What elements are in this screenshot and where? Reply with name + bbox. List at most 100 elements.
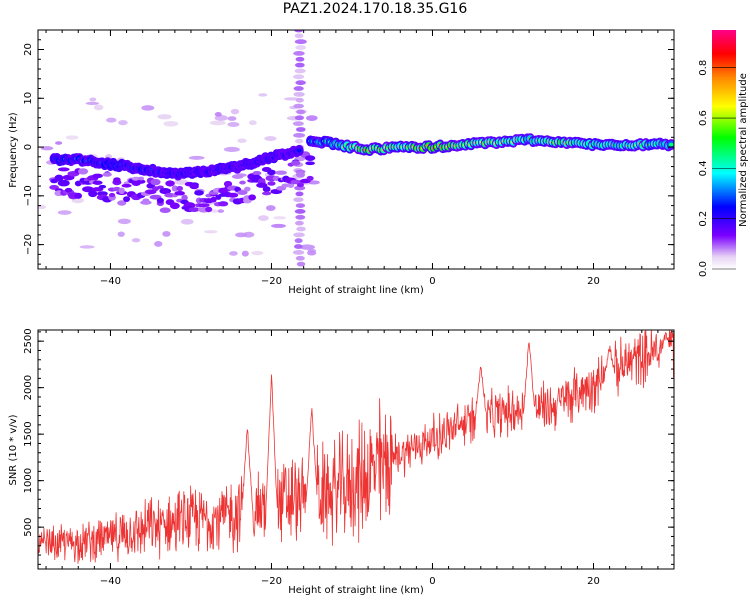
vertical-band-blob: [294, 209, 306, 214]
colorbar-tick-label: 0.6: [698, 110, 709, 126]
vertical-band-blob: [295, 203, 306, 208]
vertical-band-blob: [294, 185, 306, 191]
noise-blob: [251, 250, 264, 256]
x-tick-label: 0: [429, 576, 435, 587]
halo-blob: [252, 170, 262, 176]
halo-blob: [92, 173, 103, 179]
noise-blob: [93, 104, 104, 111]
spectrogram-y-label: Frequency (Hz): [8, 112, 19, 188]
y-tick-label: 2500: [23, 328, 34, 353]
noise-blob: [154, 241, 163, 247]
halo-blob: [267, 181, 276, 186]
snr-y-axis: 500 1000 1500 2000 2500: [23, 328, 674, 565]
noise-blob: [131, 238, 141, 243]
vertical-band-blob: [296, 226, 306, 232]
x-tick-label: −20: [261, 576, 282, 587]
vertical-band-blob: [295, 80, 306, 86]
noise-blob: [203, 230, 218, 234]
noise-blob: [210, 209, 218, 213]
noise-blob: [306, 115, 318, 121]
vertical-band-blob: [294, 68, 306, 74]
noise-blob: [117, 218, 131, 225]
noise-blob: [89, 97, 97, 102]
figure-title: PAZ1.2024.170.18.35.G16: [282, 1, 468, 17]
noise-blob: [248, 120, 257, 126]
halo-blob: [189, 183, 199, 190]
ridge-core: [296, 148, 302, 153]
noise-blob: [273, 216, 287, 220]
y-tick-label: 0: [23, 144, 34, 150]
colorbar-tick-label: 0.8: [698, 60, 709, 76]
halo-blob: [92, 180, 103, 185]
halo-blob: [198, 203, 210, 208]
vertical-band-blob: [295, 191, 304, 197]
halo-blob: [231, 174, 244, 179]
noise-blob: [117, 231, 125, 237]
halo-blob: [237, 190, 248, 196]
halo-blob: [205, 206, 213, 213]
halo-blob: [138, 176, 145, 181]
halo-blob: [108, 192, 116, 198]
halo-blob: [227, 192, 239, 198]
vertical-band-blob: [293, 197, 304, 203]
halo-blob: [140, 200, 152, 205]
halo-blob: [156, 197, 164, 204]
halo-blob: [88, 190, 98, 198]
halo-blob: [275, 170, 288, 175]
snr-x-axis: −40 −20 0 20: [45, 330, 675, 587]
halo-blob: [171, 185, 178, 192]
halo-blob: [270, 189, 283, 195]
vertical-band-blob: [293, 51, 305, 56]
noise-blob: [180, 218, 194, 225]
vertical-band-blob: [294, 238, 303, 244]
halo-blob: [123, 196, 131, 203]
vertical-band-blob: [295, 56, 305, 62]
vertical-band-blob: [295, 220, 304, 226]
vertical-band-blob: [294, 30, 304, 33]
x-tick-label: −40: [100, 576, 121, 587]
noise-blob: [265, 205, 276, 211]
colorbar-tick-label: 0.2: [698, 211, 709, 227]
noise-blob: [258, 215, 269, 222]
halo-blob: [64, 187, 73, 193]
halo-blob: [267, 169, 276, 176]
spectrogram-heatmap: [38, 30, 674, 267]
noise-blob: [307, 180, 320, 185]
vertical-band-blob: [292, 121, 304, 127]
snr-series-line: [38, 330, 674, 564]
vertical-band-blob: [295, 255, 305, 261]
vertical-band-blob: [294, 115, 305, 121]
vertical-band-blob: [293, 132, 306, 138]
vertical-band-blob: [293, 86, 304, 91]
vertical-band-blob: [294, 244, 303, 249]
halo-blob: [243, 198, 252, 204]
halo-blob: [244, 186, 251, 192]
halo-blob: [291, 160, 301, 166]
halo-blob: [156, 185, 164, 190]
halo-blob: [121, 183, 132, 188]
halo-blob: [150, 178, 161, 186]
halo-blob: [98, 184, 107, 189]
halo-blob: [74, 192, 83, 199]
halo-blob: [239, 180, 246, 185]
halo-blob: [305, 161, 315, 166]
noise-blob: [209, 120, 226, 126]
noise-blob: [227, 121, 240, 127]
vertical-band-blob: [295, 45, 307, 50]
vertical-band-blob: [295, 214, 306, 220]
noise-blob: [79, 245, 95, 249]
vertical-band-blob: [295, 62, 305, 68]
y-tick-label: 1000: [23, 468, 34, 493]
x-tick-label: 20: [587, 276, 600, 287]
noise-blob: [65, 135, 79, 140]
halo-blob: [136, 179, 146, 184]
noise-blob: [173, 179, 189, 185]
vertical-band-blob: [295, 138, 304, 144]
noise-blob: [223, 146, 240, 153]
halo-blob: [276, 186, 287, 191]
noise-blob: [217, 209, 225, 213]
vertical-band-blob: [293, 91, 305, 97]
x-tick-label: 20: [587, 576, 600, 587]
halo-blob: [82, 186, 94, 193]
